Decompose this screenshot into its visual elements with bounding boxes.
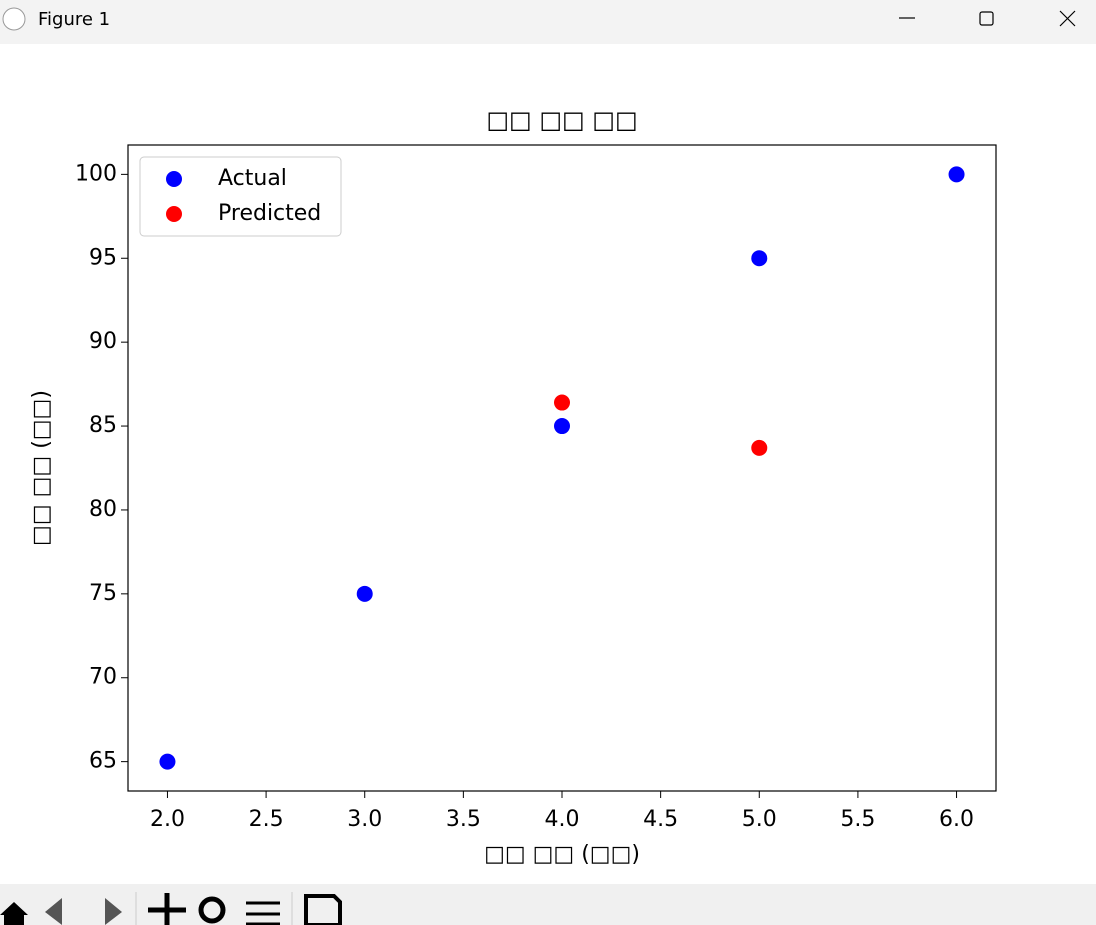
point (948, 166, 965, 183)
y-tick-label: 85 (89, 413, 117, 438)
x-tick-label: 4.0 (545, 807, 580, 832)
y-tick-label: 90 (89, 329, 117, 354)
x-tick-label: 4.5 (643, 807, 678, 832)
forward-button[interactable] (105, 898, 122, 925)
x-tick-label: 3.0 (347, 807, 382, 832)
x-tick-label: 5.0 (742, 807, 777, 832)
legend-marker (166, 206, 182, 222)
y-tick-label: 95 (89, 245, 117, 270)
chart-title: □□ □□ □□ (486, 106, 637, 134)
x-tick-label: 6.0 (939, 807, 974, 832)
legend-label: Actual (218, 166, 287, 191)
x-tick-label: 2.0 (150, 807, 185, 832)
y-axis-label: □□ □□ (□□) (29, 390, 54, 546)
point (751, 250, 768, 267)
save-button[interactable] (304, 894, 342, 925)
window-title: Figure 1 (38, 9, 110, 30)
zoom-button[interactable] (198, 896, 226, 924)
configure-button[interactable] (246, 901, 280, 925)
legend-box (139, 156, 342, 237)
back-button[interactable] (45, 898, 62, 925)
point (356, 585, 373, 602)
y-tick-label: 100 (75, 161, 117, 186)
close-button[interactable] (1059, 10, 1076, 27)
point (159, 753, 176, 770)
maximize-button[interactable] (979, 11, 994, 26)
point (554, 418, 570, 435)
y-tick-label: 75 (89, 581, 117, 606)
x-tick-label: 3.5 (446, 807, 481, 832)
point (751, 439, 768, 456)
x-tick-label: 5.5 (840, 807, 875, 832)
point (554, 394, 570, 411)
title-bar (0, 0, 1096, 44)
app-icon (2, 7, 26, 31)
y-tick-label: 65 (89, 749, 117, 774)
home-button[interactable] (0, 902, 28, 925)
pan-button[interactable] (148, 893, 186, 925)
y-tick-label: 70 (89, 665, 117, 690)
toolbar (0, 884, 1096, 925)
legend-label: Predicted (218, 201, 321, 226)
legend-marker (166, 171, 182, 187)
x-axis-label: □□ □□ (□□) (484, 842, 640, 867)
y-tick-label: 80 (89, 497, 117, 522)
x-tick-label: 2.5 (249, 807, 284, 832)
